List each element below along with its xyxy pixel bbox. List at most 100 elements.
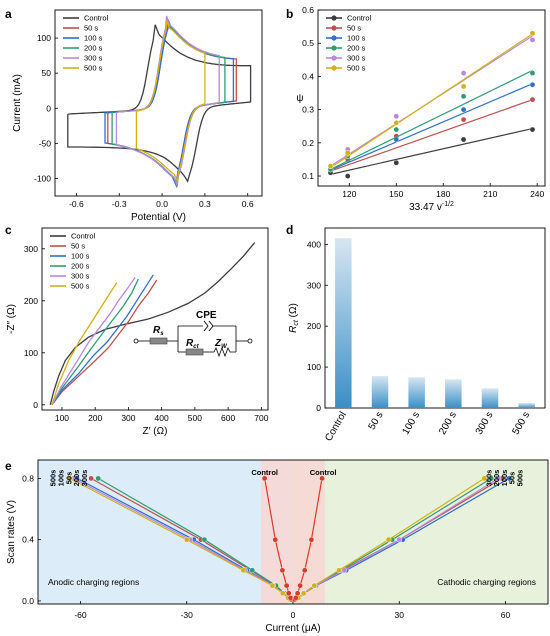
panel-e-point [279,590,286,597]
panel-b-point [529,126,536,133]
panel-a-legend-label: 50 s [84,24,98,33]
panel-b-legend-marker [331,25,337,31]
panel-b-letter: b [286,7,293,21]
panel-e-region-left-label: Anodic charging regions [48,577,139,587]
panel-d-bar [408,377,425,408]
panel-c-xtick-label: 300 [121,413,135,423]
panel-b-xlabel-base: 33.47 v [409,202,442,213]
panel-b-ytick-label: 0.5 [302,38,314,48]
circuit-rs-sub: s [160,331,164,337]
panel-c-series-2 [51,274,154,406]
panel-b-xtick-label: 150 [389,189,403,199]
panel-c-legend-label: 300 s [71,272,90,281]
panel-d-category-label: Control [323,410,349,443]
panel-b-point [393,126,400,133]
panel-e-point [300,590,307,597]
panel-c-ytick-label: 300 [24,244,38,254]
panel-d-bar [518,403,535,408]
panel-e-point [311,582,318,589]
panel-e-region-control [261,460,325,604]
panel-e-ytick-label: 0.0 [22,596,34,606]
panel-c-xtick-label: 600 [221,413,235,423]
circuit-rct-sub: ct [193,344,199,350]
panel-d-bar [335,238,352,408]
panel-e-point [279,567,286,574]
panel-e-label-anodic: 50s [64,472,73,485]
panel-e-region-right-label: Cathodic charging regions [437,577,536,587]
circuit-cpe-symbol [203,320,214,332]
panel-a-letter: a [5,7,12,21]
panel-b-point [393,113,400,120]
panel-b-point [529,96,536,103]
panel-b-frame [317,9,546,187]
panel-c-series-0 [49,242,256,405]
panel-e-point [294,590,301,597]
panel-e-point [269,582,276,589]
panel-b-legend-marker [331,15,337,21]
panel-b-point [460,136,467,143]
panel-d-bar [445,379,462,408]
panel-e-point [488,475,495,482]
circuit-resistor-rs [149,337,168,345]
panel-b-legend-marker [331,45,337,51]
panel-d-ytick-label: 0 [316,403,321,413]
panel-e-point [495,475,502,482]
panel-e-ytick-label: 0.8 [22,473,34,483]
panel-e-xtick-label: 60 [501,610,511,620]
panel-a-xtick-label: -0.3 [112,199,127,209]
panel-e-point [319,475,325,482]
panel-e-point [240,567,247,574]
panel-b-fit-1 [330,99,533,172]
panel-b-ylabel: ψ [296,93,303,104]
panel-b-legend-marker [331,55,337,61]
panel-a: a -0.6 -0.3 0.0 0.3 0.6 -100 -50 0 50 100 Potential… [5,7,263,223]
panel-b-ytick-label: 0.4 [302,71,314,81]
panel-b-legend-label: Control [347,14,372,23]
panel-e-point [385,536,392,543]
panel-e-point [506,475,512,482]
panel-e-point [261,475,268,482]
panel-a-ytick-label: -50 [39,138,52,148]
panel-b-xlabel: 33.47 v-1/2 [409,201,454,213]
panel-c-legend-label: 200 s [71,262,90,271]
panel-a-series-1 [107,18,237,189]
panel-e-point [272,536,279,543]
panel-a-xtick-label: -0.6 [69,199,84,209]
panel-b-legend-marker [331,65,337,71]
panel-b-point [529,30,536,37]
panel-e-point [95,475,102,482]
circuit-zw-label: ZW [214,338,228,350]
circuit-zw-base: Z [214,338,222,349]
panel-d-bar [481,388,499,408]
panel-b-point [460,83,467,90]
panel-e-label-anodic: 500s [49,470,58,487]
panel-b-point [529,70,536,76]
panel-e-point [67,475,73,482]
panel-d-category-label: 100 s [401,410,423,437]
panel-a-legend-label: 500 s [84,64,103,73]
panel-e-point [301,567,308,574]
panel-e-label-anodic: 100s [57,470,66,487]
panel-b-point [344,149,351,156]
panel-a-ytick-label: -100 [34,173,51,183]
panel-e-xlabel: Current (μA) [265,623,320,634]
panel-b-fit-3 [330,69,533,170]
panel-b-point [393,120,400,126]
panel-d-bar [371,376,389,408]
panel-c-legend-label: 500 s [71,282,90,291]
panel-c-letter: c [5,223,12,237]
panel-d-category-label: 200 s [437,410,459,437]
panel-c-ytick-label: 100 [24,348,38,358]
panel-e-label-anodic: 200s [72,470,81,487]
panel-e: e -60 -30 0 30 60 0.0 0.4 0.8 Current (μA) Scan ra… [5,459,549,634]
panel-e-point [88,475,94,482]
panel-c-xtick-label: 700 [254,413,268,423]
panel-b-point [327,163,334,169]
panel-e-control-label-left: Control [251,468,278,477]
panel-a-xtick-label: 0.6 [242,199,254,209]
panel-b-point [529,81,536,88]
panel-b-xtick-label: 210 [483,189,497,199]
panel-e-ytick-label: 0.4 [22,535,34,545]
panel-d-ytick-label: 300 [307,280,321,290]
